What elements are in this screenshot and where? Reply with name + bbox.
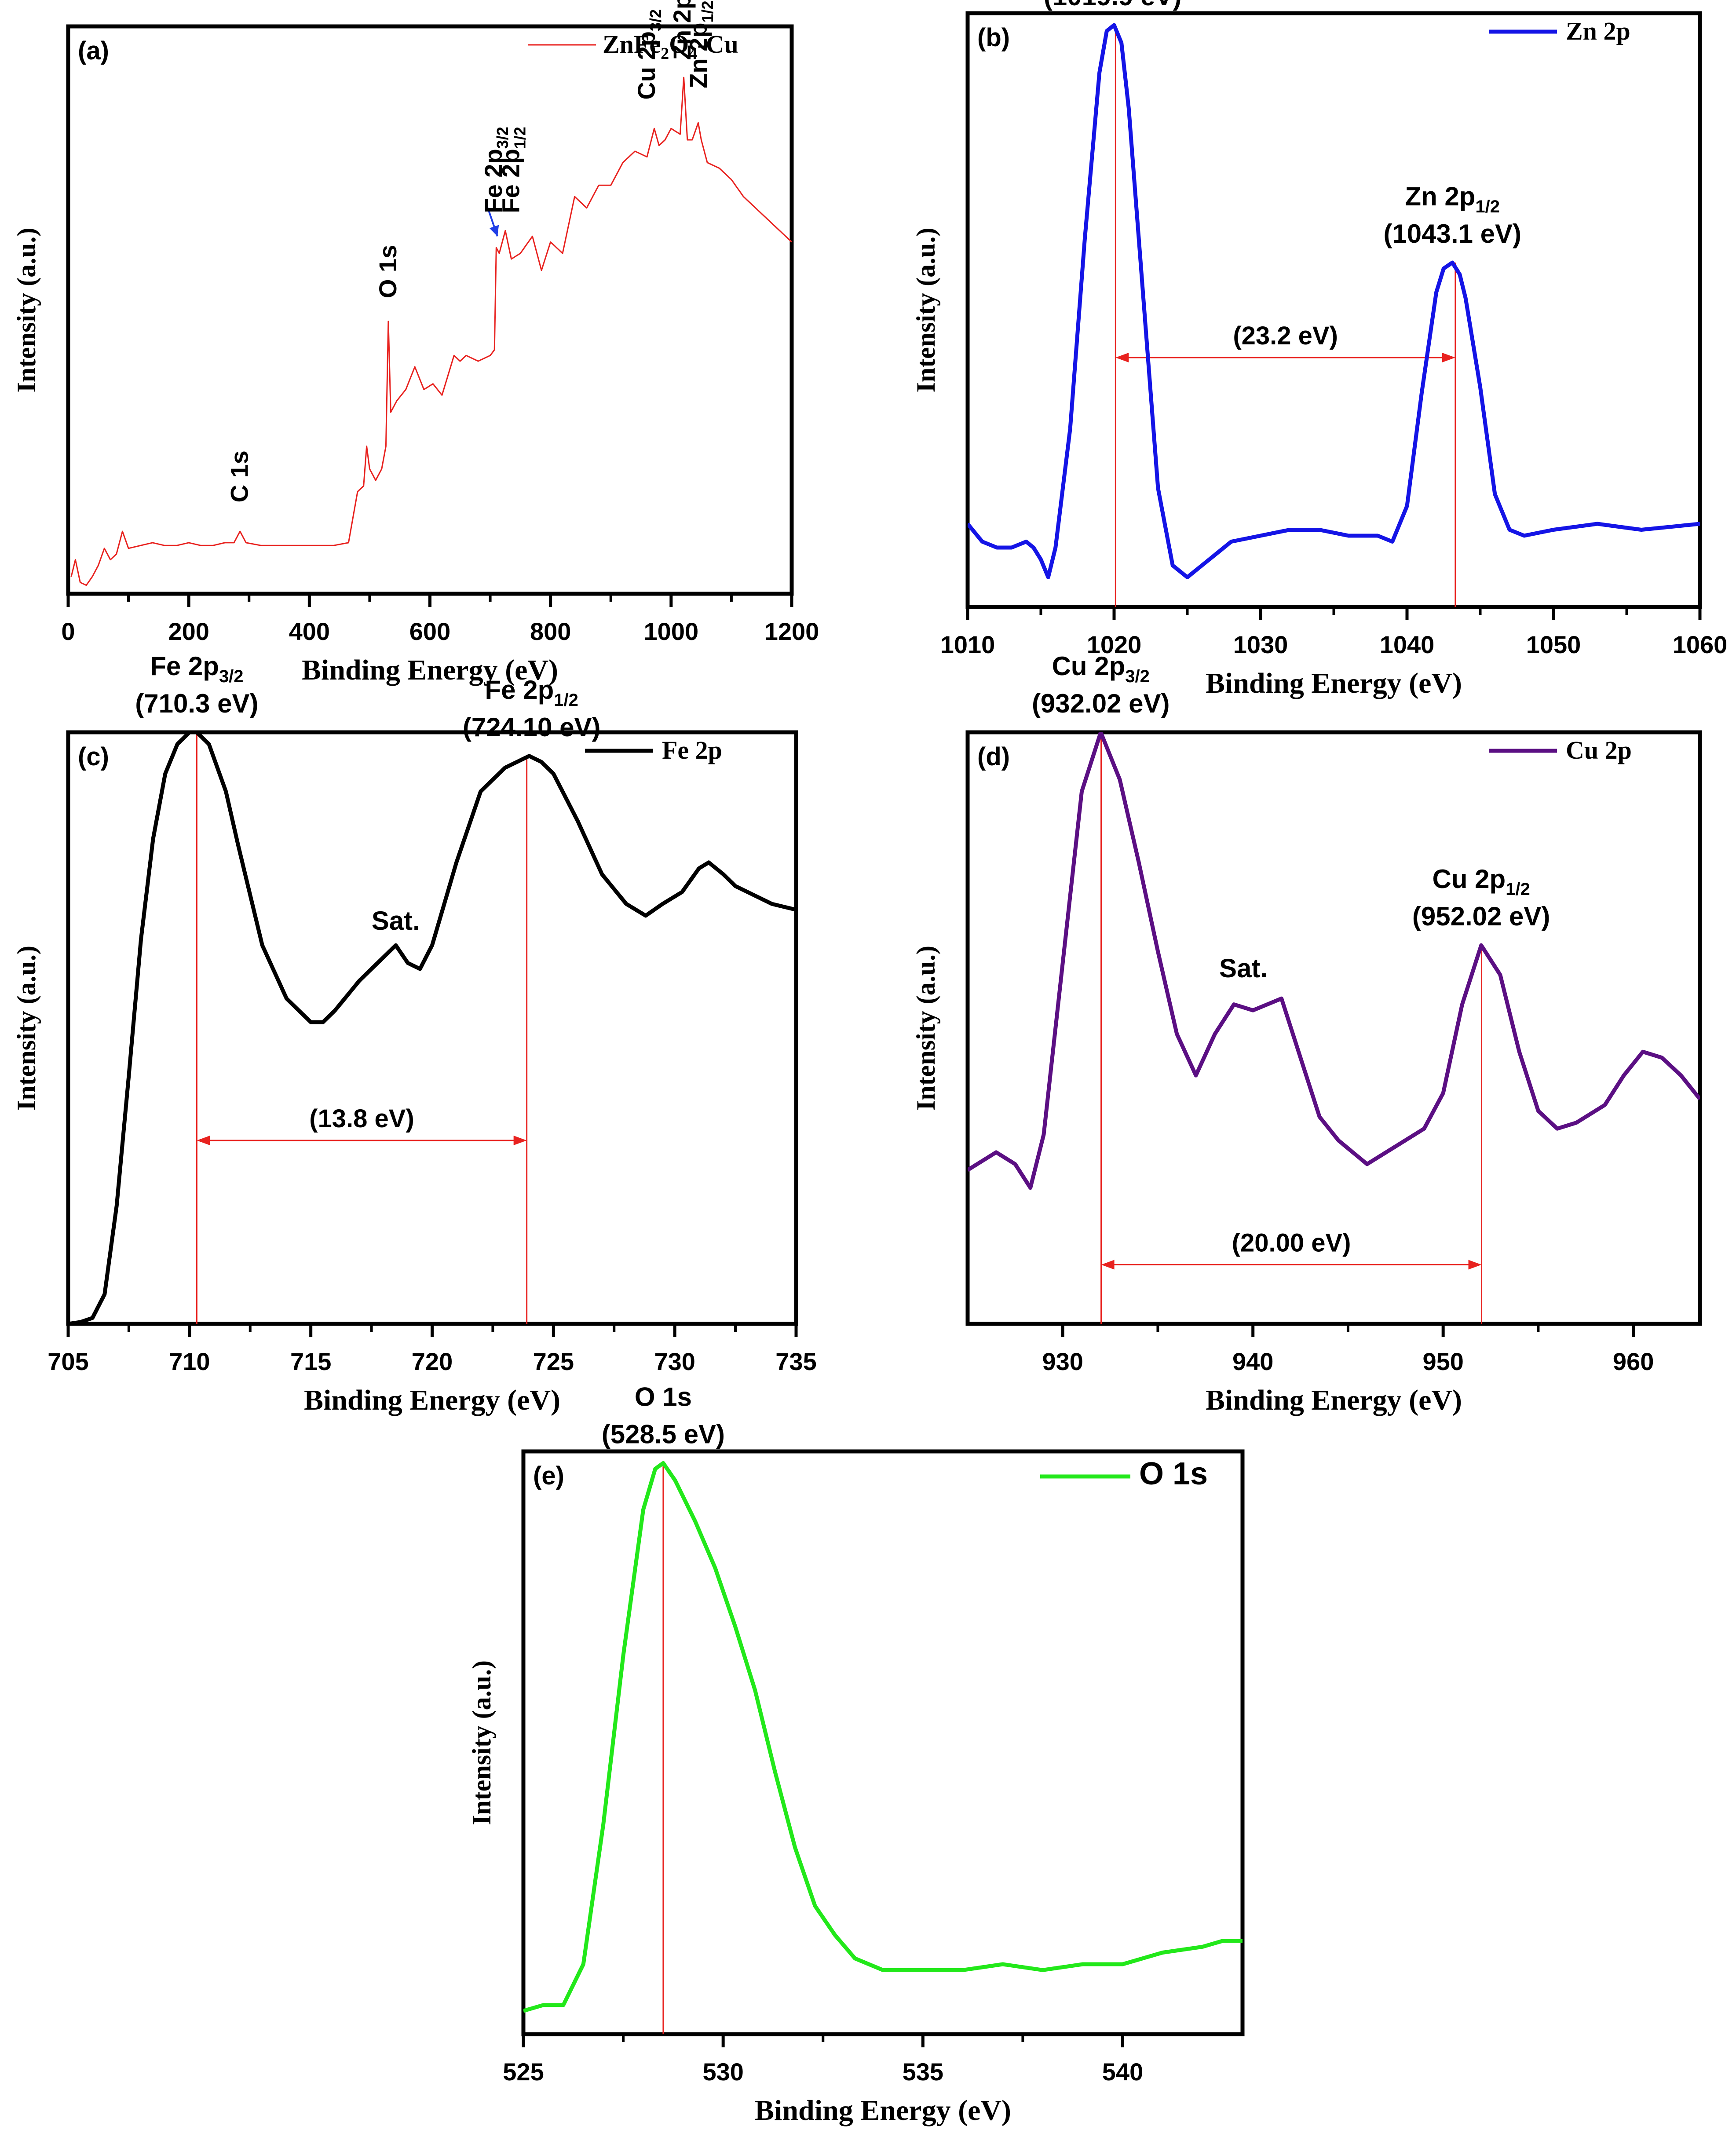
x-tick-label: 960 <box>1613 1348 1654 1375</box>
panel-label: (d) <box>977 742 1010 771</box>
separation-label: (20.00 eV) <box>1232 1229 1351 1257</box>
y-axis-label: Intensity (a.u.) <box>911 227 940 392</box>
x-tick-label: 725 <box>533 1348 574 1375</box>
y-axis-label: Intensity (a.u.) <box>12 946 41 1111</box>
peak-label: Sat. <box>372 906 420 935</box>
panel-label: (c) <box>78 742 109 771</box>
chart-d: 930 940 950 960 Binding Energy (eV) Intensity… <box>911 651 1702 1416</box>
peak-label: Fe 2p1/2 <box>497 127 529 213</box>
peak-label: Cu 2p1/2 <box>1433 864 1530 899</box>
x-tick-label: 600 <box>409 618 450 645</box>
x-tick-label: 950 <box>1422 1348 1463 1375</box>
x-tick-label: 1020 <box>1087 631 1142 658</box>
peak-energy-label: (932.02 eV) <box>1032 689 1170 718</box>
x-axis-label: Binding Energy (eV) <box>1206 1384 1462 1416</box>
pointer-arrow-head <box>489 225 499 237</box>
x-axis-label: Binding Energy (eV) <box>302 654 558 686</box>
legend-label: O 1s <box>1139 1456 1208 1491</box>
peak-label: Sat. <box>1219 954 1268 983</box>
arrow-head-left <box>1115 353 1129 362</box>
peak-energy-label: (724.10 eV) <box>463 713 601 742</box>
x-tick-label: 730 <box>654 1348 695 1375</box>
x-tick-label: 1000 <box>644 618 699 645</box>
chart-a: 0 200 400 600 800 1000 1200 Binding Energy (eV)… <box>12 0 819 686</box>
plot-frame <box>66 730 798 1326</box>
arrow-head-right <box>1468 1260 1482 1270</box>
x-tick-label: 0 <box>61 618 75 645</box>
peak-label: Fe 2p1/2 <box>485 675 578 710</box>
chart-c: 705 710 715 720 725 730 735 Binding Energy (eV)… <box>12 651 817 1416</box>
y-axis-label: Intensity (a.u.) <box>12 227 41 392</box>
arrow-head-right <box>513 1136 527 1146</box>
y-axis-label: Intensity (a.u.) <box>911 946 940 1111</box>
x-tick-label: 800 <box>530 618 571 645</box>
panel-label: (a) <box>78 37 109 65</box>
peak-energy-label: (710.3 eV) <box>135 689 258 718</box>
x-tick-label: 1060 <box>1673 631 1728 658</box>
x-axis-label: Binding Energy (eV) <box>304 1384 560 1416</box>
peak-label: O 1s <box>374 245 402 298</box>
plot-frame <box>66 24 794 596</box>
peak-label: Zn 2p3/2 <box>668 0 700 60</box>
series-line-d <box>968 732 1700 1190</box>
x-axis-label: Binding Energy (eV) <box>755 2094 1011 2127</box>
series-line-b <box>968 23 1700 579</box>
x-tick-label: 710 <box>169 1348 210 1375</box>
x-tick-label: 930 <box>1042 1348 1083 1375</box>
x-tick-label: 400 <box>289 618 330 645</box>
legend-label: Cu 2p <box>1566 736 1632 764</box>
peak-label: C 1s <box>226 450 253 502</box>
chart-b: 1010 1020 1030 1040 1050 1060 Binding Energy (… <box>911 0 1727 699</box>
panel-label: (b) <box>977 23 1010 52</box>
x-tick-label: 1030 <box>1233 631 1288 658</box>
series-line-a <box>70 77 792 586</box>
x-tick-label: 535 <box>903 2058 943 2086</box>
series-line-e <box>523 1461 1243 2013</box>
x-axis-label: Binding Energy (eV) <box>1206 667 1462 699</box>
x-tick-label: 525 <box>503 2058 544 2086</box>
panel-label: (e) <box>533 1462 564 1490</box>
x-tick-label: 1200 <box>764 618 819 645</box>
chart-e: 525 530 535 540 Binding Energy (eV) Intensity… <box>467 1382 1245 2127</box>
peak-label: Fe 2p3/2 <box>479 127 512 213</box>
x-tick-label: 735 <box>775 1348 816 1375</box>
peak-label: Fe 2p3/2 <box>150 651 243 686</box>
peak-energy-label: (952.02 eV) <box>1412 902 1550 931</box>
peak-label: Cu 2p3/2 <box>1052 651 1150 686</box>
arrow-head-right <box>1442 353 1455 362</box>
peak-energy-label: (1019.9 eV) <box>1044 0 1182 11</box>
peak-energy-label: (528.5 eV) <box>602 1420 725 1449</box>
x-tick-label: 1040 <box>1380 631 1435 658</box>
peak-energy-label: (1043.1 eV) <box>1383 219 1521 248</box>
y-axis-label: Intensity (a.u.) <box>467 1660 496 1825</box>
plot-frame <box>521 1449 1245 2036</box>
legend-label: Zn 2p <box>1566 17 1630 45</box>
arrow-head-left <box>1101 1260 1115 1270</box>
x-tick-label: 1010 <box>940 631 995 658</box>
legend-label: ZnFe2O4-Cu <box>603 30 738 63</box>
x-tick-label: 540 <box>1102 2058 1143 2086</box>
x-tick-label: 940 <box>1232 1348 1273 1375</box>
plot-frame <box>965 730 1702 1326</box>
peak-label: Cu 2p3/2 <box>632 9 665 100</box>
x-tick-label: 200 <box>168 618 209 645</box>
legend-label: Fe 2p <box>662 736 722 764</box>
peak-label: O 1s <box>635 1382 692 1412</box>
x-tick-label: 720 <box>412 1348 453 1375</box>
x-tick-label: 1050 <box>1526 631 1581 658</box>
series-line-c <box>68 732 796 1324</box>
peak-label: Zn 2p1/2 <box>1405 182 1500 216</box>
x-tick-label: 530 <box>702 2058 743 2086</box>
peak-label: Zn 2p1/2 <box>684 0 716 88</box>
separation-label: (13.8 eV) <box>309 1104 414 1133</box>
separation-label: (23.2 eV) <box>1233 322 1338 350</box>
arrow-head-left <box>197 1136 210 1146</box>
x-tick-label: 715 <box>290 1348 331 1375</box>
x-tick-label: 705 <box>48 1348 88 1375</box>
